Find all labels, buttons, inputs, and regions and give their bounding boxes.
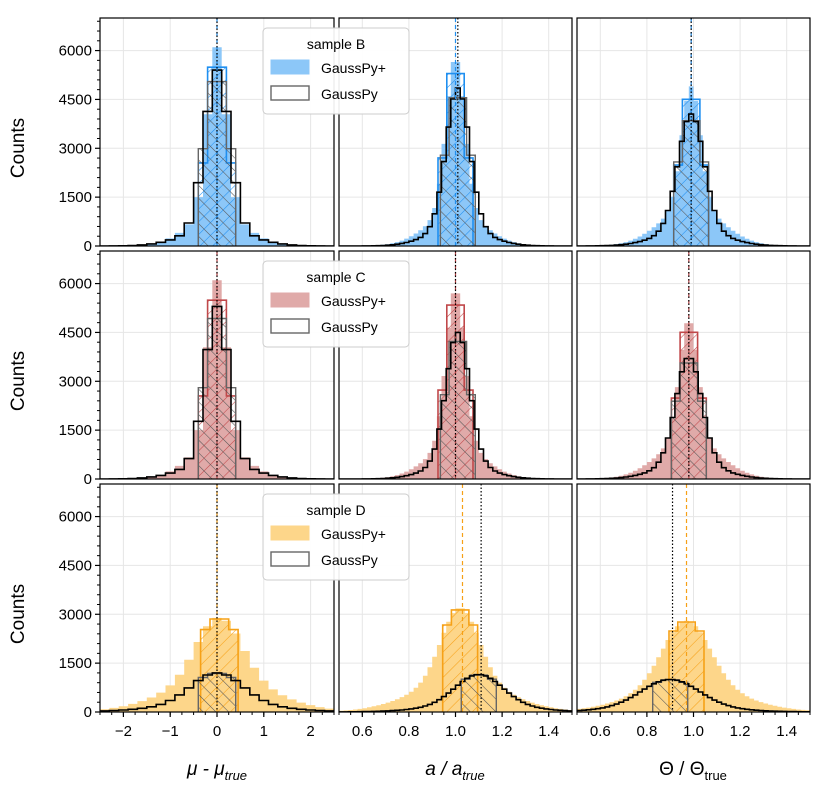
ytick-label: 6000 [59, 43, 92, 60]
hist-gausspy [100, 305, 334, 479]
legend-label-gausspy: GaussPy [321, 86, 378, 102]
legend-swatch-gausspy [270, 318, 310, 334]
legend-title: sample C [306, 269, 365, 285]
panel-r3-c3: 0.6 0.8 1.0 1.2 1.4 [576, 483, 811, 740]
panel-frame [99, 250, 335, 480]
ytick-label: 1500 [59, 189, 92, 206]
band-gausspy [652, 679, 689, 712]
band-gausspy [439, 97, 476, 246]
hist-gausspy [577, 113, 810, 246]
hist-gausspy [100, 672, 334, 712]
panel-frame [576, 250, 811, 480]
ytick-label: 4500 [59, 91, 92, 108]
legend-box [262, 493, 410, 581]
xtick-label: 1.0 [445, 723, 466, 740]
ytick-label: 0 [84, 238, 92, 255]
legend-row-2: sample C GaussPy+ GaussPy [262, 260, 410, 348]
xtick-label: 0.6 [590, 723, 611, 740]
xtick-label: 1.0 [683, 723, 704, 740]
legend-box [262, 260, 410, 348]
panel-r1-c1: 0 1500 3000 4500 6000 [59, 17, 335, 255]
hist-gausspy [577, 357, 810, 479]
xtick-label: 2 [306, 723, 314, 740]
hist-gausspy [339, 673, 572, 712]
xlabel-mu: μ - μtrue [186, 759, 247, 783]
legend-swatch-gausspy-plus [270, 292, 310, 308]
xlabel-theta: Θ / Θtrue [659, 759, 727, 783]
band-gausspy [439, 340, 476, 479]
panel-frame [576, 17, 811, 247]
legend-title: sample B [307, 36, 365, 52]
ytick-label: 3000 [59, 606, 92, 623]
band-gausspy [460, 674, 497, 712]
legend-swatch-gausspy-plus [270, 59, 310, 75]
column-xlabels: μ - μtrue a / atrue Θ / Θtrue [186, 759, 727, 783]
panel-r2-c1: 0 1500 3000 4500 6000 [59, 250, 335, 488]
panels-layer: 0 1500 3000 4500 6000 sample B GaussPy+ GaussPy… [59, 17, 811, 740]
ytick-label: 4500 [59, 557, 92, 574]
ytick-label: 1500 [59, 655, 92, 672]
legend-swatch-gausspy-plus [270, 525, 310, 541]
ytick-label: 3000 [59, 140, 92, 157]
legend-title: sample D [306, 502, 365, 518]
xtick-label: 0.6 [352, 723, 373, 740]
ylabel-row-3: Counts [8, 584, 29, 644]
ytick-label: 6000 [59, 509, 92, 526]
xtick-label: 1.4 [776, 723, 797, 740]
xtick-label: 0.8 [636, 723, 657, 740]
row-ylabels: Counts Counts Counts [8, 118, 29, 644]
xtick-label: 0 [213, 723, 221, 740]
xtick-label: 1.2 [730, 723, 751, 740]
legend-label-gausspy: GaussPy [321, 319, 378, 335]
legend-label-gausspy-plus: GaussPy+ [321, 293, 386, 309]
legend-row-1: sample B GaussPy+ GaussPy [262, 27, 410, 115]
ytick-label: 6000 [59, 276, 92, 293]
legend-label-gausspy-plus: GaussPy+ [321, 526, 386, 542]
band-gausspy [197, 672, 237, 712]
panel-frame [338, 17, 573, 247]
xlabel-amp: a / atrue [425, 759, 484, 783]
xtick-label: 1.2 [492, 723, 513, 740]
ylabel-row-1: Counts [8, 118, 29, 178]
panel-r2-c2 [338, 250, 573, 480]
ytick-label: 1500 [59, 422, 92, 439]
panel-r3-c2: 0.6 0.8 1.0 1.2 1.4 [338, 483, 573, 740]
legend-row-3: sample D GaussPy+ GaussPy [262, 493, 410, 581]
panel-frame [338, 250, 573, 480]
xtick-label: −1 [162, 723, 179, 740]
xtick-label: 0.8 [398, 723, 419, 740]
ytick-label: 0 [84, 704, 92, 721]
panel-r3-c1: 0 1500 3000 4500 6000 −2 −1 0 1 2 [59, 483, 335, 740]
legend-box [262, 27, 410, 115]
legend-swatch-gausspy [270, 85, 310, 101]
ytick-label: 3000 [59, 373, 92, 390]
panel-frame [99, 17, 335, 247]
panel-r1-c3 [576, 17, 811, 247]
xtick-label: 1 [260, 723, 268, 740]
hist-gausspy [577, 678, 810, 712]
xtick-label: 1.4 [538, 723, 559, 740]
ylabel-row-2: Counts [8, 351, 29, 411]
legend-swatch-gausspy [270, 551, 310, 567]
ytick-label: 4500 [59, 324, 92, 341]
xtick-label: −2 [115, 723, 132, 740]
legend-label-gausspy: GaussPy [321, 552, 378, 568]
ytick-label: 0 [84, 471, 92, 488]
legend-label-gausspy-plus: GaussPy+ [321, 60, 386, 76]
panel-r2-c3 [576, 250, 811, 480]
